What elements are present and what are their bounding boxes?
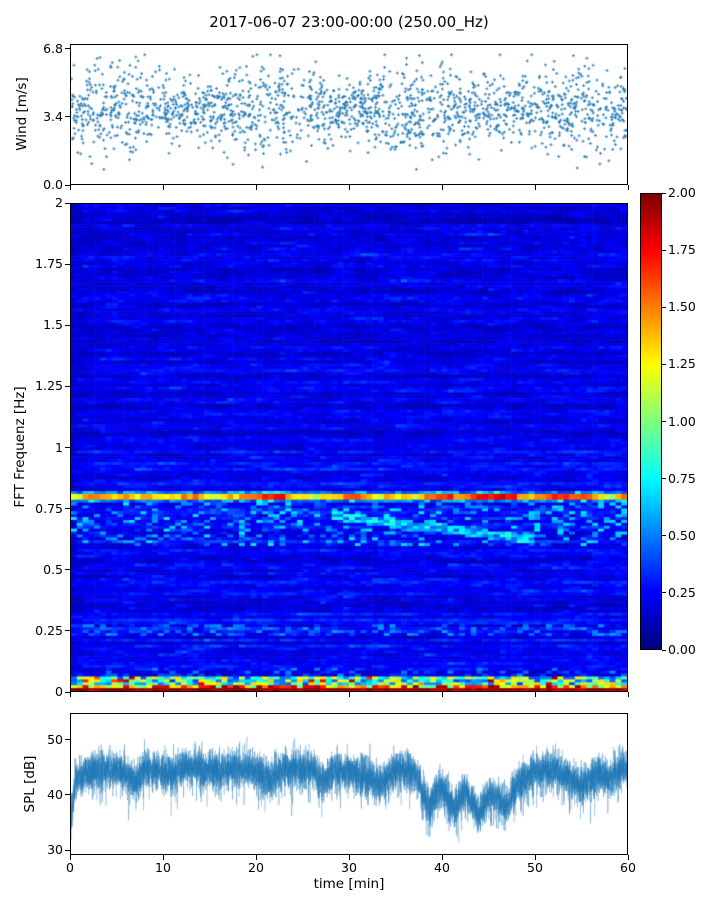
- x-tick-mark: [162, 855, 164, 860]
- x-tick-label: 10: [155, 860, 171, 875]
- colorbar-tick-label: 2.00: [668, 184, 696, 200]
- x-axis-label: time [min]: [313, 876, 385, 892]
- x-tick-mark: [534, 855, 536, 860]
- colorbar-tick-mark: [662, 478, 666, 480]
- y-tick-mark: [65, 385, 70, 387]
- colorbar-tick-label: 0.00: [668, 641, 696, 657]
- x-tick-mark: [627, 692, 629, 697]
- y-tick-mark: [65, 849, 70, 851]
- colorbar-tick-label: 0.25: [668, 584, 696, 600]
- y-tick-mark: [65, 324, 70, 326]
- y-tick-mark: [65, 116, 70, 118]
- x-tick-mark: [441, 692, 443, 697]
- y-tick-mark: [65, 739, 70, 741]
- x-tick-mark: [534, 185, 536, 190]
- x-tick-mark: [534, 692, 536, 697]
- colorbar-tick-mark: [662, 192, 666, 194]
- y-tick-mark: [65, 447, 70, 448]
- x-tick-label: 20: [248, 860, 264, 875]
- y-tick-mark: [65, 630, 70, 632]
- y-tick-label: 0: [55, 683, 63, 699]
- x-tick-mark: [255, 692, 257, 697]
- x-tick-mark: [162, 692, 164, 697]
- y-tick-mark: [65, 508, 70, 510]
- colorbar-tick-label: 0.50: [668, 527, 696, 543]
- y-tick-mark: [65, 569, 70, 571]
- y-tick-label: 1: [55, 439, 63, 455]
- x-tick-mark: [69, 855, 71, 860]
- x-tick-label: 60: [620, 860, 636, 875]
- x-tick-mark: [255, 185, 257, 190]
- colorbar-tick-mark: [662, 421, 666, 422]
- wind-scatter-canvas: [71, 45, 627, 184]
- x-tick-mark: [627, 855, 629, 860]
- x-tick-mark: [69, 692, 71, 697]
- y-tick-mark: [65, 794, 70, 796]
- y-tick-label: 0.5: [43, 561, 63, 577]
- y-tick-label: 2: [55, 194, 63, 210]
- y-tick-mark: [65, 48, 70, 50]
- y-tick-label: 1.5: [43, 317, 63, 332]
- x-tick-mark: [441, 855, 443, 860]
- y-tick-label: 0.0: [43, 176, 63, 192]
- x-tick-mark: [348, 692, 350, 697]
- x-tick-mark: [441, 185, 443, 190]
- x-tick-label: 40: [434, 860, 450, 875]
- colorbar-tick-label: 0.75: [668, 470, 696, 486]
- spectrogram-canvas: [71, 204, 627, 691]
- figure-title: 2017-06-07 23:00-00:00 (250.00_Hz): [209, 13, 489, 31]
- y-tick-label: 50: [47, 731, 63, 747]
- colorbar-tick-mark: [662, 592, 666, 594]
- colorbar-tick-mark: [662, 306, 666, 308]
- colorbar-tick-label: 1.75: [668, 241, 696, 257]
- spl-ylabel: SPL [dB]: [22, 755, 38, 813]
- spectrogram-axes: [70, 203, 628, 692]
- colorbar-tick-label: 1.50: [668, 299, 696, 314]
- y-tick-mark: [65, 691, 70, 693]
- y-tick-label: 3.4: [43, 108, 63, 124]
- colorbar: [640, 193, 662, 650]
- y-tick-mark: [65, 263, 70, 265]
- y-tick-mark: [65, 184, 70, 186]
- colorbar-tick-mark: [662, 535, 666, 537]
- x-tick-mark: [69, 185, 71, 190]
- x-tick-mark: [162, 185, 164, 190]
- y-tick-label: 6.8: [43, 40, 63, 56]
- y-tick-label: 1.25: [35, 378, 63, 394]
- y-tick-mark: [65, 202, 70, 204]
- x-tick-label: 0: [66, 860, 74, 875]
- colorbar-tick-mark: [662, 649, 666, 651]
- colorbar-canvas: [641, 194, 661, 649]
- spl-plot-axes: [70, 713, 628, 855]
- spl-line-canvas: [71, 714, 627, 854]
- x-tick-label: 30: [341, 860, 357, 875]
- x-tick-mark: [627, 185, 629, 190]
- x-tick-mark: [348, 185, 350, 190]
- colorbar-tick-mark: [662, 249, 666, 251]
- y-tick-label: 0.75: [35, 500, 63, 516]
- y-tick-label: 40: [47, 786, 63, 802]
- colorbar-tick-label: 1.00: [668, 413, 696, 429]
- colorbar-tick-label: 1.25: [668, 356, 696, 372]
- y-tick-label: 30: [47, 841, 63, 857]
- x-tick-label: 50: [527, 860, 543, 875]
- x-tick-mark: [348, 855, 350, 860]
- wind-plot-axes: [70, 44, 628, 185]
- y-tick-label: 1.75: [35, 255, 63, 271]
- colorbar-tick-mark: [662, 363, 666, 365]
- y-tick-label: 0.25: [35, 622, 63, 638]
- x-tick-mark: [255, 855, 257, 860]
